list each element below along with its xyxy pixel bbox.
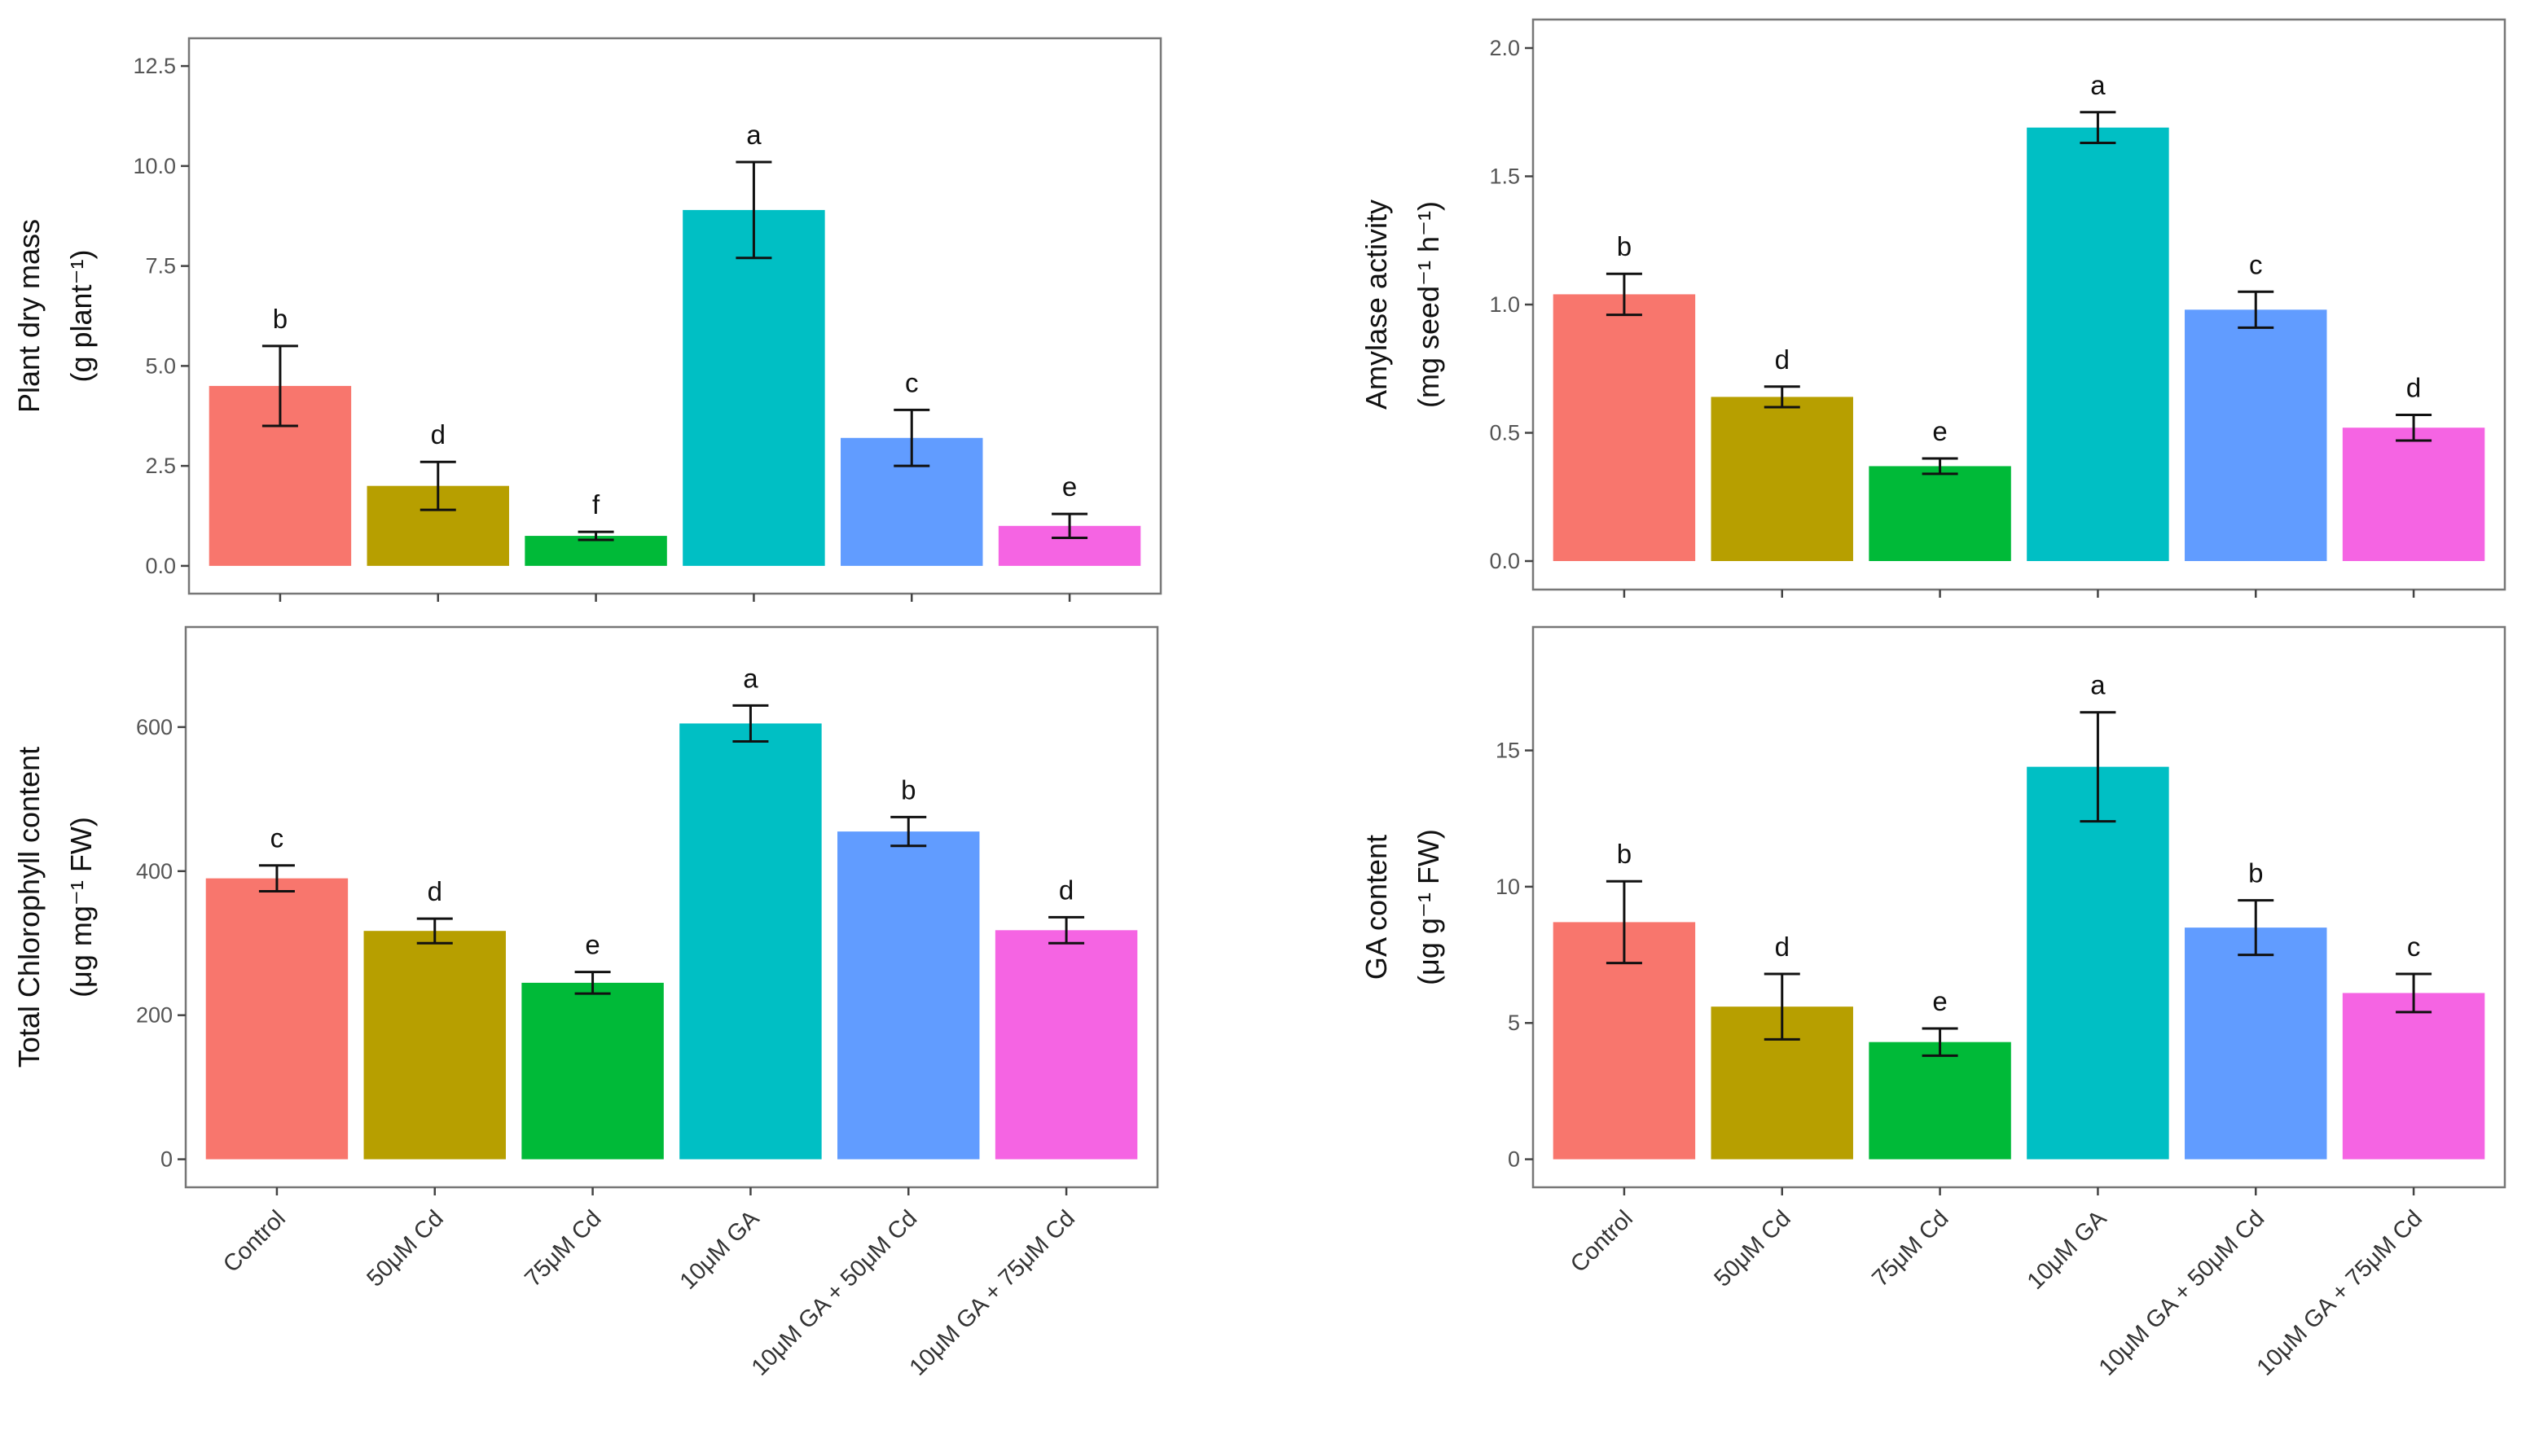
bar — [363, 931, 506, 1160]
significance-label: c — [905, 367, 919, 397]
y-tick-label: 200 — [136, 1003, 173, 1028]
significance-label: c — [270, 823, 284, 853]
bar — [1869, 466, 2011, 561]
bar — [2027, 766, 2169, 1160]
y-tick-label: 600 — [136, 715, 173, 739]
y-tick-label: 0.5 — [1489, 421, 1520, 445]
y-tick-label: 15 — [1496, 739, 1520, 763]
significance-label: e — [585, 930, 600, 960]
bar — [2342, 428, 2485, 561]
chart-panel-top-right: 0.0 0.5 1.0 1.5 2.0 Amylase activity (mg seed⁻… — [1360, 18, 2506, 598]
y-axis-unit: (μg g⁻¹ FW) — [1412, 829, 1445, 985]
bar — [2027, 127, 2169, 561]
bar — [679, 723, 822, 1160]
panel-border — [1531, 625, 2506, 1189]
significance-label: a — [743, 663, 758, 693]
panel-border — [184, 625, 1159, 1189]
significance-label: a — [746, 120, 762, 150]
significance-label: e — [1932, 986, 1947, 1016]
significance-label: d — [428, 876, 442, 906]
chart-panel-top-left: 0.0 2.5 5.0 7.5 10.0 12.5 Plant dry mass (g pla… — [12, 37, 1162, 602]
significance-label: c — [2407, 932, 2421, 962]
x-category-label: 50μM Cd — [1709, 1205, 1795, 1292]
y-axis-unit: (mg seed⁻¹ h⁻¹) — [1412, 201, 1445, 408]
bar — [995, 930, 1138, 1160]
y-tick-label: 400 — [136, 859, 173, 884]
bar — [683, 209, 825, 566]
significance-label: d — [1775, 344, 1790, 375]
significance-label: a — [2090, 670, 2106, 700]
x-category-label: 10μM GA + 75μM Cd — [905, 1205, 1081, 1381]
y-tick-label: 2.5 — [145, 454, 176, 478]
chart-panel-bottom-left: 0 200 400 600 Total Chlorophyll content (μg m… — [12, 625, 1159, 1381]
x-category-label: 75μM Cd — [520, 1205, 606, 1292]
chart-panel-bottom-right: 0 5 10 15 GA content (μg g⁻¹ FW) b Control d 50μM… — [1360, 625, 2506, 1381]
significance-label: b — [1617, 839, 1632, 869]
x-category-label: 10μM GA + 75μM Cd — [2252, 1205, 2428, 1381]
bar — [1553, 294, 1696, 561]
panel-border — [187, 37, 1162, 595]
significance-label: b — [2248, 858, 2263, 888]
bar — [837, 831, 980, 1160]
y-tick-label: 0.0 — [145, 554, 176, 578]
y-tick-label: 7.5 — [145, 254, 176, 278]
x-category-label: Control — [218, 1205, 291, 1278]
significance-label: f — [592, 489, 600, 520]
significance-label: b — [1617, 231, 1632, 261]
x-category-label: 10μM GA + 50μM Cd — [2094, 1205, 2270, 1381]
y-axis-title: Amylase activity — [1360, 200, 1393, 410]
x-category-label: 50μM Cd — [362, 1205, 448, 1292]
y-tick-label: 0 — [1508, 1147, 1520, 1172]
y-tick-label: 2.0 — [1489, 36, 1520, 60]
y-tick-label: 0 — [160, 1147, 173, 1172]
significance-label: e — [1932, 416, 1947, 446]
bar — [1869, 1042, 2011, 1160]
y-axis-title: Total Chlorophyll content — [12, 747, 46, 1068]
y-axis-unit: (μg mg⁻¹ FW) — [64, 817, 98, 998]
significance-label: b — [273, 304, 288, 334]
significance-label: a — [2090, 70, 2106, 100]
x-category-label: 10μM GA — [2023, 1205, 2112, 1295]
bar — [2185, 928, 2327, 1160]
y-axis-unit: (g plant⁻¹) — [64, 249, 98, 382]
y-axis-title: Plant dry mass — [12, 219, 46, 413]
significance-label: d — [2406, 372, 2421, 402]
y-tick-label: 5.0 — [145, 353, 176, 378]
y-tick-label: 0.0 — [1489, 549, 1520, 573]
significance-label: d — [1775, 932, 1790, 962]
y-tick-label: 10.0 — [133, 154, 176, 178]
x-category-label: 10μM GA — [675, 1205, 765, 1295]
bar — [2342, 993, 2485, 1160]
significance-label: c — [2249, 249, 2263, 279]
y-tick-label: 1.5 — [1489, 164, 1520, 189]
significance-label: b — [901, 774, 916, 805]
bar — [521, 982, 664, 1160]
significance-label: e — [1062, 471, 1077, 502]
bar — [205, 878, 349, 1160]
y-tick-label: 12.5 — [133, 54, 176, 78]
x-category-label: 75μM Cd — [1867, 1205, 1953, 1292]
y-axis-title: GA content — [1360, 835, 1393, 980]
x-category-label: Control — [1566, 1205, 1638, 1278]
y-tick-label: 10 — [1496, 875, 1520, 899]
y-tick-label: 1.0 — [1489, 292, 1520, 317]
bar — [1711, 397, 1853, 561]
bar — [2185, 309, 2327, 561]
y-tick-label: 5 — [1508, 1011, 1520, 1035]
x-category-label: 10μM GA + 50μM Cd — [747, 1205, 923, 1381]
significance-label: d — [1059, 875, 1074, 905]
significance-label: d — [431, 419, 446, 450]
